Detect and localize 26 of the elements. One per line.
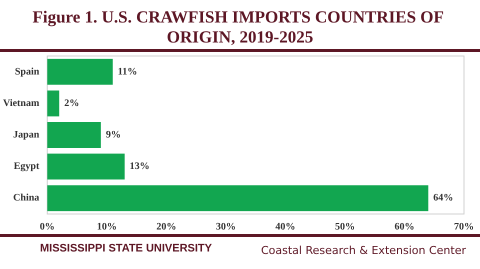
data-label: 9% <box>106 130 121 140</box>
y-tick-label: Egypt <box>14 161 40 172</box>
x-tick-label: 20% <box>156 222 176 232</box>
chart-title: Figure 1. U.S. CRAWFISH IMPORTS COUNTRIES OF ORIGIN, 2019-2025 <box>32 8 448 46</box>
bar <box>47 154 125 180</box>
y-tick-label: Vietnam <box>2 98 40 109</box>
y-tick-label: Japan <box>13 130 40 140</box>
x-tick-label: 0% <box>40 222 55 232</box>
y-tick-label: Spain <box>14 66 40 78</box>
bar <box>47 90 60 116</box>
x-tick-label: 70% <box>454 222 474 232</box>
text: MISSISSIPPI STATE UNIVERSITY <box>40 242 213 254</box>
bar <box>47 185 428 212</box>
x-tick-label: 50% <box>334 222 355 232</box>
bar <box>47 122 101 148</box>
data-label: 11% <box>118 66 138 78</box>
data-label: 64% <box>433 192 454 204</box>
x-tick-label: 30% <box>216 222 236 232</box>
data-label: 2% <box>64 98 80 109</box>
text: Coastal Research & Extension Center <box>260 244 466 257</box>
x-tick-label: 40% <box>275 222 296 232</box>
x-tick-label: 10% <box>96 222 117 232</box>
x-tick-label: 60% <box>394 222 414 232</box>
bar <box>47 58 113 85</box>
data-label: 13% <box>130 161 150 172</box>
y-tick-label: China <box>13 192 40 204</box>
